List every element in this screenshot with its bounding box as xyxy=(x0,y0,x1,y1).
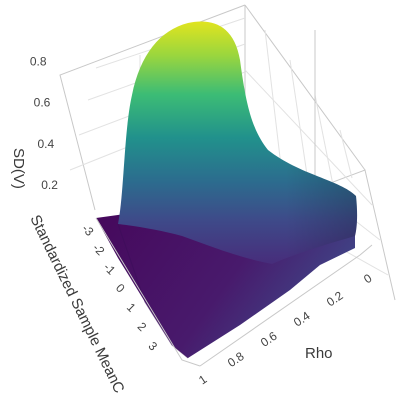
y-tick-label: 1 xyxy=(124,300,139,315)
x-axis-title: Rho xyxy=(305,345,333,362)
x-tick-label: 0.8 xyxy=(225,349,247,370)
y-tick-label: 2 xyxy=(135,320,150,335)
y-tick-label: -2 xyxy=(90,241,108,259)
z-tick-label: 0.8 xyxy=(30,55,47,69)
surface-plot xyxy=(96,21,358,359)
surface-edge-front xyxy=(117,223,189,359)
z-tick-label: 0.4 xyxy=(37,137,54,151)
y-tick-label: -3 xyxy=(79,221,97,239)
x-tick-label: 0.4 xyxy=(291,308,313,329)
x-tick-label: 0 xyxy=(361,271,375,287)
surface-shade xyxy=(118,21,358,265)
z-tick-label: 0.6 xyxy=(34,96,51,110)
x-tick-label: 0.2 xyxy=(324,288,346,309)
y-tick-label: -1 xyxy=(101,260,119,278)
y-tick-label: 3 xyxy=(146,339,161,354)
y-tick-label: 0 xyxy=(113,281,128,296)
z-tick-label: 0.2 xyxy=(41,178,58,192)
x-tick-label: 0.6 xyxy=(258,329,280,350)
x-tick-label: 1 xyxy=(196,372,210,388)
front-axes xyxy=(95,217,373,367)
z-axis-title: SD(V) xyxy=(10,148,27,189)
